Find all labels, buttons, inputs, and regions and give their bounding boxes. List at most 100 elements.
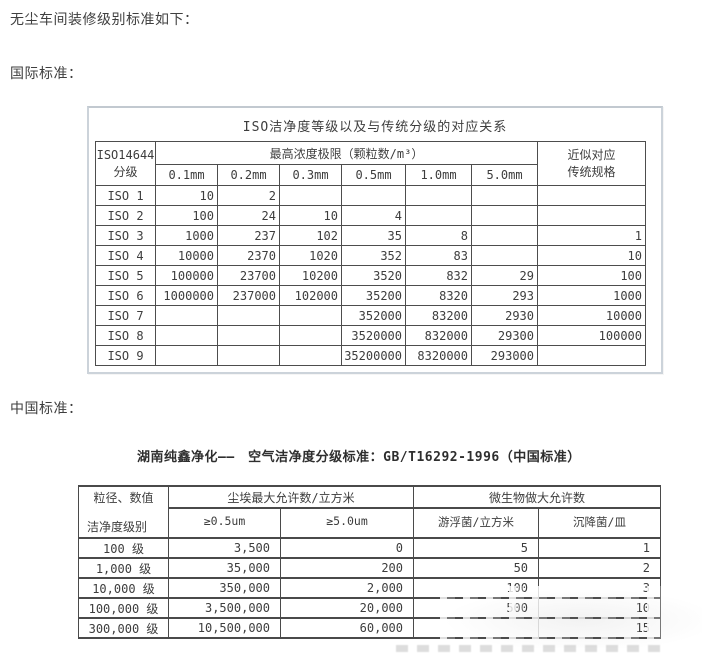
cn-value-cell: 3,500,000 [168, 597, 281, 619]
iso-class-header-line1: ISO14644 [96, 147, 155, 162]
iso-value-cell: 832 [405, 265, 472, 286]
iso-value-cell [279, 345, 342, 366]
table-row: 1,000 级 35,000 200 50 2 [78, 557, 662, 579]
iso-trad-cell: 100000 [537, 325, 646, 346]
iso-value-cell: 23700 [217, 265, 280, 286]
iso-value-cell: 1000000 [155, 285, 218, 306]
cn-value-cell [413, 617, 540, 639]
cn-value-cell: 100 [413, 577, 540, 599]
iso-row-label: ISO 6 [95, 285, 156, 306]
iso-value-cell: 100 [155, 205, 218, 226]
cn-value-cell: 3,500 [168, 537, 281, 559]
iso-table-title: ISO洁净度等级以及与传统分级的对应关系 [242, 120, 508, 135]
cn-row-label: 1,000 级 [78, 557, 169, 579]
iso-value-cell [405, 185, 472, 206]
table-row: ISO 6 1000000 237000 102000 35200 8320 2… [95, 285, 646, 306]
iso-class-header: ISO14644 分级 [95, 141, 156, 186]
cn-corner-top-label: 粒径、数值 [93, 491, 154, 505]
iso-trad-cell: 1 [537, 225, 646, 246]
cn-row-label: 300,000 级 [78, 617, 169, 639]
iso-value-cell [217, 345, 280, 366]
cn-dust-group-header: 尘埃最大允许数/立方米 [167, 485, 415, 509]
cn-value-cell: 5 [413, 537, 540, 559]
iso-value-cell [279, 185, 342, 206]
iso-value-cell: 8 [405, 225, 472, 246]
iso-row-label: ISO 1 [95, 185, 156, 206]
iso-trad-header-line2: 传统规格 [567, 164, 616, 179]
cn-row-label: 100,000 级 [78, 597, 169, 619]
table-row: ISO 9 35200000 8320000 293000 [95, 345, 646, 366]
iso-table-panel: ISO洁净度等级以及与传统分级的对应关系 ISO14644 分级 最高浓度极限（… [87, 106, 663, 374]
iso-class-header-line2: 分级 [113, 164, 138, 179]
cn-value-cell: 15 [538, 617, 662, 639]
iso-value-cell: 293 [471, 285, 538, 306]
china-standard-label: 中国标准： [10, 401, 83, 417]
cn-value-cell: 1 [538, 537, 662, 559]
cn-table-title: 湖南纯鑫净化—— 空气洁净度分级标准：GB/T16292-1996（中国标准） [137, 450, 581, 465]
iso-value-cell: 10 [155, 185, 218, 206]
cn-value-cell: 2,000 [279, 577, 415, 599]
table-row: ISO 8 3520000 832000 29300 100000 [95, 325, 646, 346]
iso-value-cell [279, 305, 342, 326]
cn-value-cell: 0 [279, 537, 415, 559]
cn-value-cell: 3 [538, 577, 662, 599]
iso-value-cell: 3520000 [341, 325, 406, 346]
iso-value-cell: 293000 [471, 345, 538, 366]
table-row: ISO 1 10 2 [95, 185, 646, 206]
international-standard-label: 国际标准： [10, 66, 83, 82]
iso-trad-header: 近似对应 传统规格 [537, 141, 646, 186]
cn-sub-header-50um: ≥5.0um [279, 507, 415, 539]
iso-table: ISO14644 分级 最高浓度极限（颗粒数/m³） 近似对应 传统规格 0.1… [95, 141, 646, 366]
iso-value-cell: 1000 [155, 225, 218, 246]
table-row: 300,000 级 10,500,000 60,000 15 [78, 617, 662, 639]
table-row: ≥0.5um ≥5.0um 游浮菌/立方米 沉降菌/皿 [79, 507, 662, 539]
iso-value-cell: 2 [217, 185, 280, 206]
iso-value-cell: 832000 [405, 325, 472, 346]
cn-value-cell: 60,000 [279, 617, 415, 639]
iso-trad-cell [537, 185, 646, 206]
iso-value-cell: 3520 [341, 265, 406, 286]
cn-value-cell: 350,000 [168, 577, 281, 599]
iso-size-header: 1.0mm [405, 164, 472, 186]
iso-value-cell: 83 [405, 245, 472, 266]
iso-row-label: ISO 8 [95, 325, 156, 346]
iso-value-cell: 35 [341, 225, 406, 246]
cn-corner-header: 粒径、数值 洁净度级别 [78, 485, 169, 539]
iso-value-cell: 10200 [279, 265, 342, 286]
iso-value-cell: 35200 [341, 285, 406, 306]
iso-size-header: 0.5mm [341, 164, 406, 186]
iso-value-cell [405, 205, 472, 226]
table-row: 100,000 级 3,500,000 20,000 500 10 [78, 597, 662, 619]
cn-value-cell: 20,000 [279, 597, 415, 619]
iso-value-cell [217, 325, 280, 346]
iso-value-cell: 4 [341, 205, 406, 226]
iso-value-cell: 83200 [405, 305, 472, 326]
iso-value-cell: 237000 [217, 285, 280, 306]
iso-value-cell [471, 185, 538, 206]
iso-value-cell [341, 185, 406, 206]
iso-value-cell: 24 [217, 205, 280, 226]
table-row: 粒径、数值 洁净度级别 尘埃最大允许数/立方米 微生物做大允许数 [78, 485, 662, 539]
cn-sub-header-floating: 游浮菌/立方米 [413, 507, 540, 539]
iso-value-cell: 100000 [155, 265, 218, 286]
iso-row-label: ISO 2 [95, 205, 156, 226]
cn-sub-header-settling: 沉降菌/皿 [538, 507, 662, 539]
iso-size-header: 5.0mm [471, 164, 538, 186]
iso-row-label: ISO 5 [95, 265, 156, 286]
watermark-smudge [396, 645, 660, 652]
table-row: ISO 5 100000 23700 10200 3520 832 29 100 [95, 265, 646, 286]
cn-row-label: 10,000 级 [78, 577, 169, 599]
iso-value-cell: 2930 [471, 305, 538, 326]
iso-value-cell [217, 305, 280, 326]
iso-row-label: ISO 7 [95, 305, 156, 326]
table-row: ISO 7 352000 83200 2930 10000 [95, 305, 646, 326]
iso-row-label: ISO 4 [95, 245, 156, 266]
cn-row-label: 100 级 [78, 537, 169, 559]
iso-value-cell: 352 [341, 245, 406, 266]
iso-value-cell [471, 205, 538, 226]
table-row: 10,000 级 350,000 2,000 100 3 [78, 577, 662, 599]
cn-value-cell: 10 [538, 597, 662, 619]
iso-size-header: 0.1mm [155, 164, 218, 186]
cn-table: 粒径、数值 洁净度级别 尘埃最大允许数/立方米 微生物做大允许数 ≥0.5um … [78, 485, 662, 639]
cn-value-cell: 500 [413, 597, 540, 619]
